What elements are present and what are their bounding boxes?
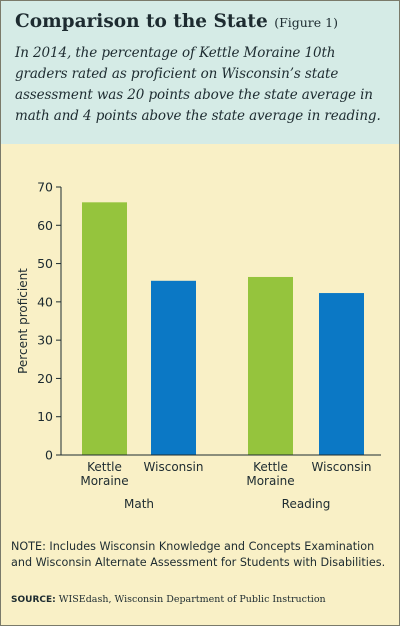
bar-category-label: Moraine (80, 474, 128, 488)
bar (319, 293, 364, 455)
y-tick-label: 0 (45, 448, 53, 463)
bar-category-label: Moraine (246, 474, 294, 488)
source-label: SOURCE: (11, 595, 56, 605)
figure-header: Comparison to the State (Figure 1) In 20… (1, 1, 399, 144)
source-text: WISEdash, Wisconsin Department of Public… (58, 594, 326, 605)
bar (151, 280, 196, 455)
bar-chart: 0 10 20 30 40 50 60 70 Percent proficient Kettl… (16, 180, 381, 511)
y-tick-label: 50 (37, 256, 53, 271)
y-tick-label: 60 (37, 218, 53, 233)
bar (248, 276, 293, 455)
bar-category-label: Wisconsin (312, 460, 372, 474)
bar-category-label: Kettle (87, 460, 122, 474)
figure-source: SOURCE: WISEdash, Wisconsin Department o… (11, 594, 326, 605)
figure-title: Comparison to the State (Figure 1) (15, 11, 338, 32)
y-tick-label: 40 (37, 294, 53, 309)
figure-subtitle: In 2014, the percentage of Kettle Morain… (15, 45, 381, 124)
y-tick-label: 20 (37, 371, 53, 386)
figure-note: NOTE: Includes Wisconsin Knowledge and C… (11, 540, 386, 569)
y-axis-label: Percent proficient (16, 268, 30, 374)
figure-number-label: (Figure 1) (274, 15, 338, 30)
y-axis: 0 10 20 30 40 50 60 70 (37, 180, 62, 463)
figure-title-text: Comparison to the State (15, 11, 268, 32)
x-axis-labels: KettleMoraineWisconsinMathKettleMoraineW… (80, 460, 371, 511)
group-label: Reading (282, 497, 331, 511)
bar (82, 202, 127, 455)
y-tick-label: 70 (37, 180, 53, 195)
y-tick-label: 30 (37, 333, 53, 348)
bars-layer (82, 202, 364, 455)
bar-category-label: Wisconsin (144, 460, 204, 474)
group-label: Math (124, 497, 154, 511)
bar-category-label: Kettle (253, 460, 288, 474)
y-tick-label: 10 (37, 409, 53, 424)
